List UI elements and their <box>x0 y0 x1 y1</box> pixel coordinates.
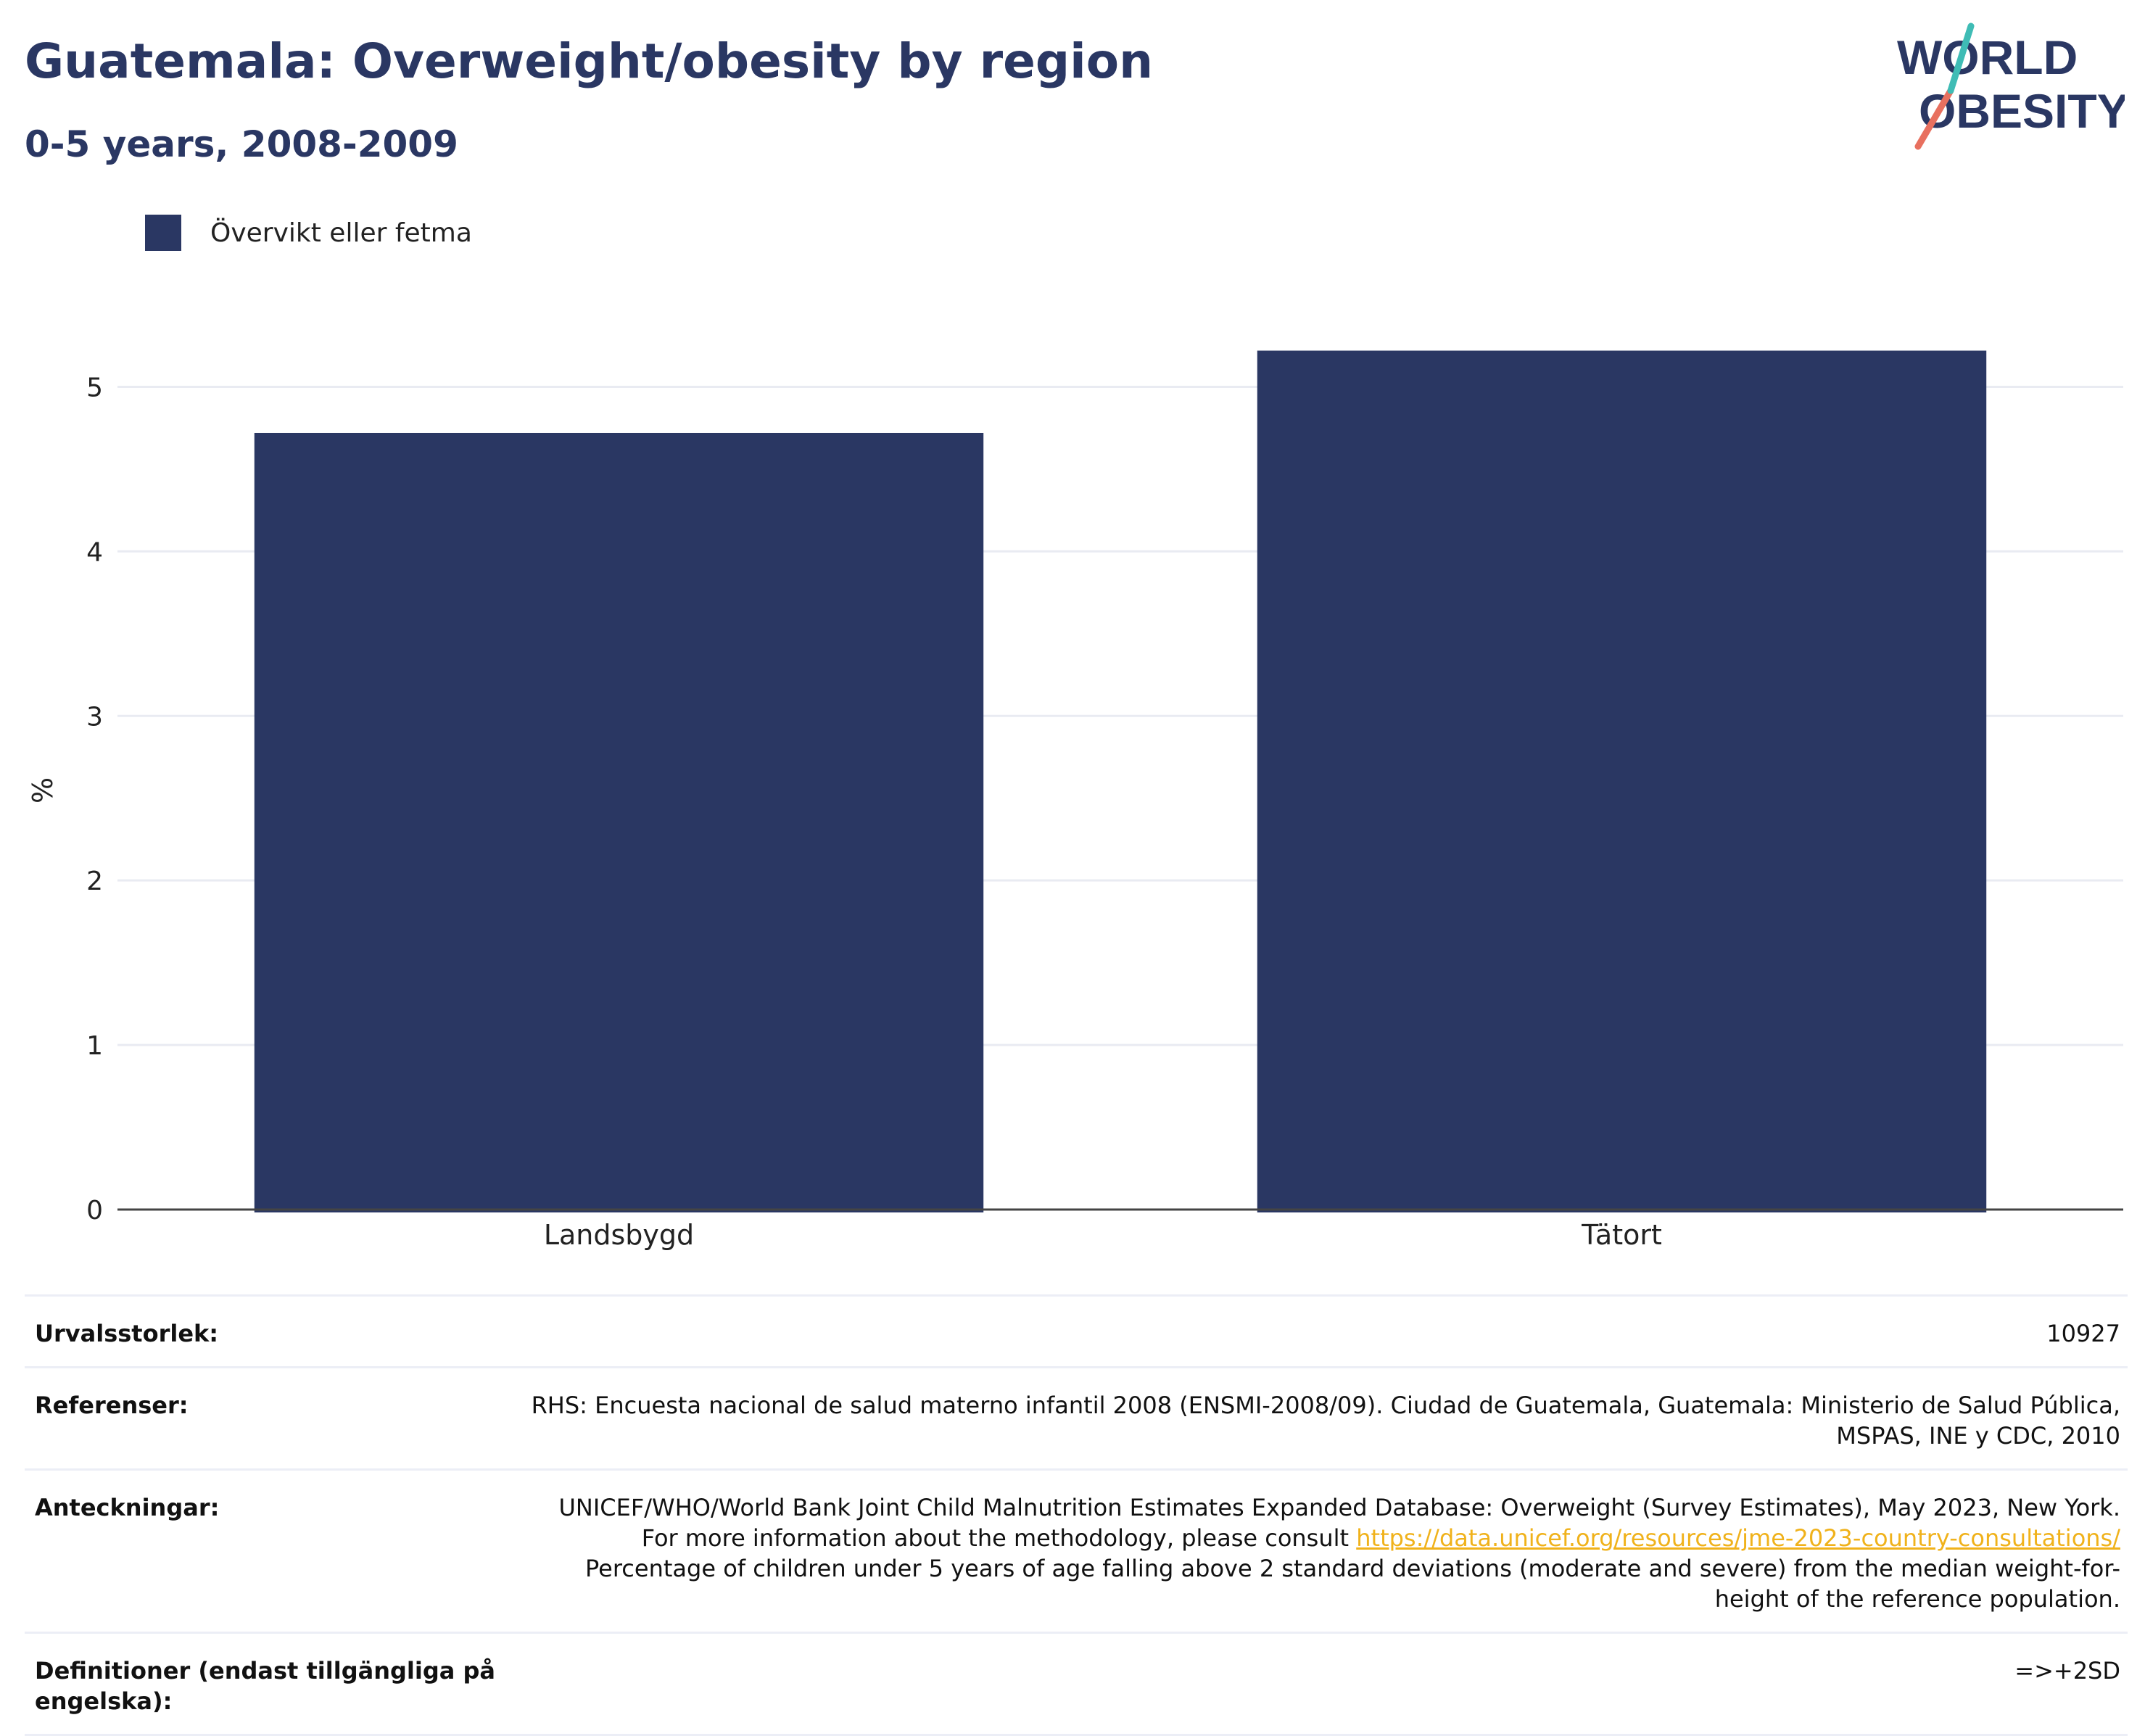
definitions-value: =>+2SD <box>2014 1657 2120 1685</box>
y-tick-label: 5 <box>86 373 103 402</box>
annotations-text: UNICEF/WHO/World Bank Joint Child Malnut… <box>558 1494 2121 1552</box>
annotations-definition: Percentage of children under 5 years of … <box>585 1555 2120 1613</box>
sample-size-label: Urvalsstorlek: <box>35 1320 219 1347</box>
sample-size-row: Urvalsstorlek: 10927 <box>25 1294 2128 1366</box>
y-tick-label: 2 <box>86 867 103 896</box>
y-tick-label: 0 <box>86 1196 103 1225</box>
y-tick-label: 4 <box>86 537 103 567</box>
notes-table: Urvalsstorlek: 10927 Referenser: RHS: En… <box>25 1294 2128 1736</box>
references-row: Referenser: RHS: Encuesta nacional de sa… <box>25 1366 2128 1468</box>
logo-line1: WORLD <box>1897 30 2078 84</box>
methodology-link[interactable]: https://data.unicef.org/resources/jme-20… <box>1356 1524 2120 1552</box>
y-tick-label: 1 <box>86 1031 103 1061</box>
x-tick-label: Landsbygd <box>544 1219 694 1251</box>
y-tick-label: 3 <box>86 702 103 732</box>
annotations-value: UNICEF/WHO/World Bank Joint Child Malnut… <box>528 1492 2121 1614</box>
bar <box>254 432 984 1213</box>
annotations-label: Anteckningar: <box>35 1494 220 1521</box>
logo-slash-teal <box>1947 22 1975 94</box>
legend-swatch <box>145 215 181 251</box>
bar-chart: 0 1 2 3 4 5 Landsbygd Tätort% <box>27 350 2123 1251</box>
legend-label: Övervikt eller fetma <box>210 218 472 248</box>
world-obesity-logo: WORLD OBESITY <box>1897 22 2125 150</box>
definitions-row: Definitioner (endast tillgängliga på eng… <box>25 1632 2128 1736</box>
references-label: Referenser: <box>35 1392 189 1419</box>
x-tick-label: Tätort <box>1581 1219 1662 1251</box>
logo-line2: OBESITY <box>1919 84 2125 138</box>
sample-size-value: 10927 <box>2046 1320 2120 1347</box>
chart-subtitle: 0-5 years, 2008-2009 <box>25 123 458 165</box>
y-axis-label: % <box>27 777 59 803</box>
bar <box>1257 350 1987 1212</box>
chart-title: Guatemala: Overweight/obesity by region <box>25 33 1154 89</box>
definitions-label: Definitioner (endast tillgängliga på eng… <box>35 1657 495 1715</box>
annotations-row: Anteckningar: UNICEF/WHO/World Bank Join… <box>25 1468 2128 1632</box>
logo-slash-coral <box>1914 87 1954 150</box>
references-value: RHS: Encuesta nacional de salud materno … <box>531 1392 2120 1450</box>
legend[interactable]: Övervikt eller fetma <box>145 215 472 251</box>
